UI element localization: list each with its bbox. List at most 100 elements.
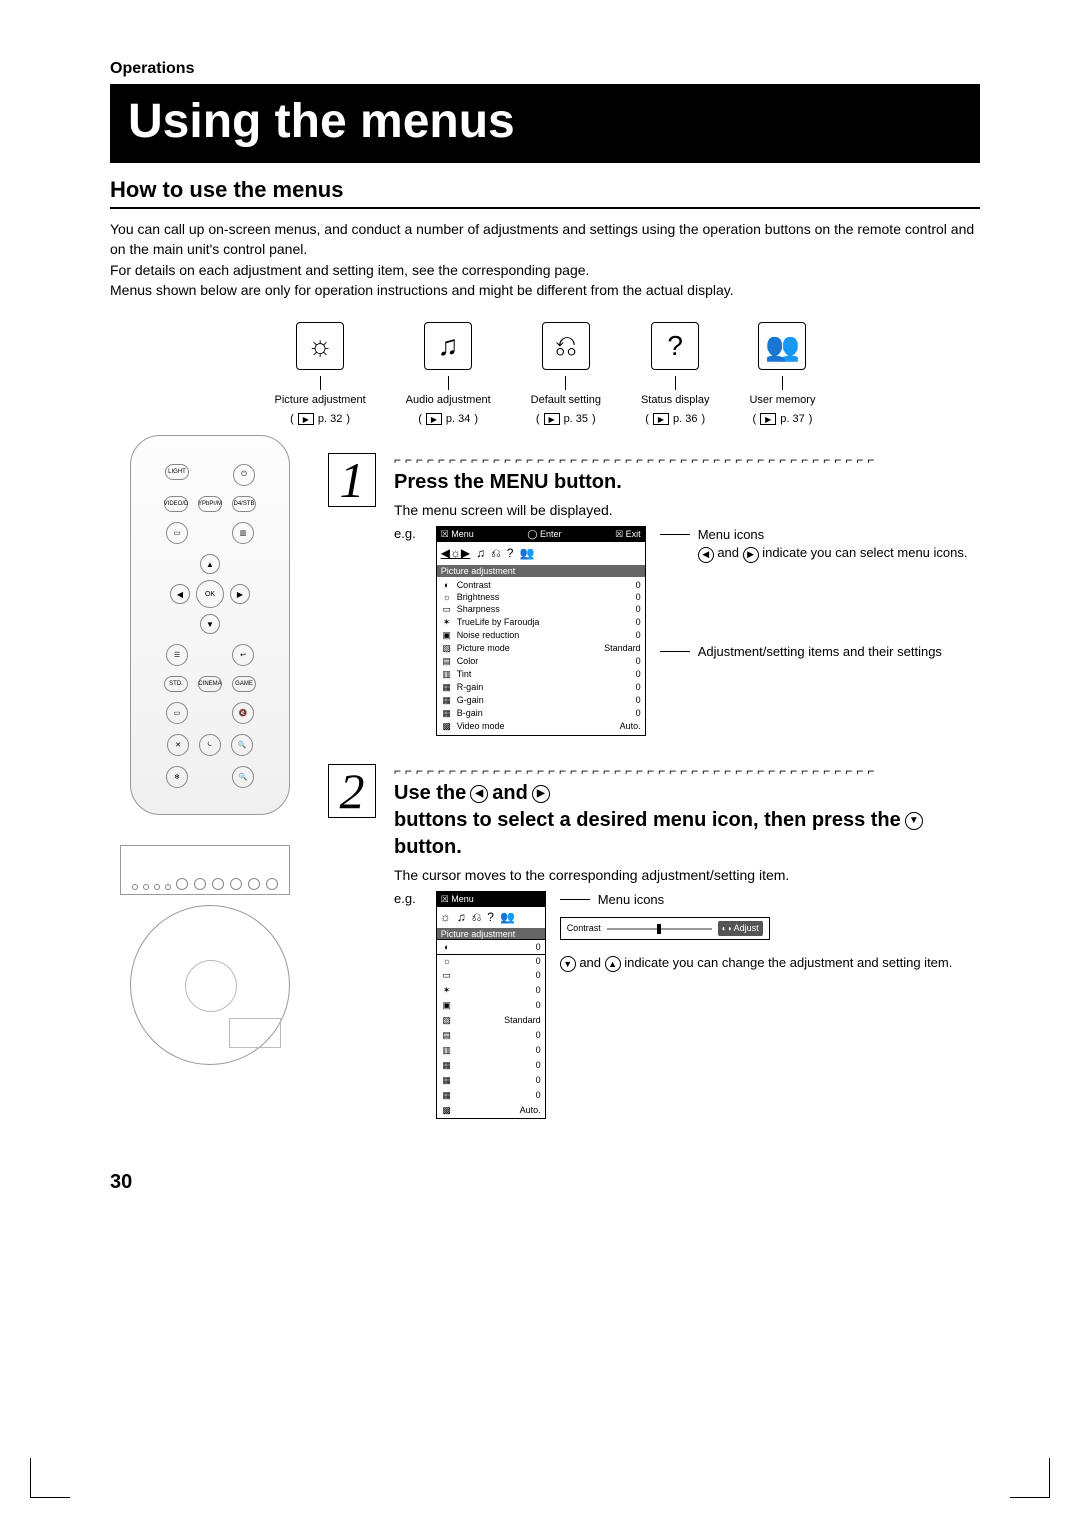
- category-label: User memory: [749, 394, 815, 406]
- menu-item-row: ▭0: [437, 968, 545, 983]
- up-arrow-icon: ▲: [605, 956, 621, 972]
- remote-menu-button: ☰: [166, 644, 188, 666]
- menu-item-row: ✶0: [437, 983, 545, 998]
- page-title: Using the menus: [128, 94, 962, 149]
- remote-ok-button: OK: [196, 580, 224, 608]
- contrast-label: Contrast: [567, 922, 601, 935]
- menu-item-row: ▧Standard: [437, 1013, 545, 1028]
- contrast-slider: [607, 928, 712, 930]
- title-bar: Using the menus: [110, 84, 980, 163]
- menu-head-exit: Exit: [615, 529, 641, 540]
- category-default: ⎌ Default setting ( p. 35): [531, 322, 601, 427]
- device-control-panel: [120, 845, 290, 895]
- status-icon: ?: [651, 322, 699, 370]
- menu-item-row: ☼0: [437, 954, 545, 968]
- menu-icons-row: ◀☼▶♫⎌?👥: [437, 542, 645, 565]
- remote-misc-button: ✕: [167, 734, 189, 756]
- category-label: Picture adjustment: [275, 394, 366, 406]
- step-title: Use the ◀ and ▶ buttons to select a desi…: [394, 782, 980, 859]
- step-desc: The menu screen will be displayed.: [394, 502, 980, 518]
- page-ref: ( p. 36): [645, 413, 705, 425]
- category-user: 👥 User memory ( p. 37): [749, 322, 815, 427]
- user-icon: 👥: [758, 322, 806, 370]
- menu-head-title: ☒ Menu: [441, 894, 474, 905]
- intro-line: For details on each adjustment and setti…: [110, 260, 980, 280]
- menu-item-row: ▤0: [437, 1028, 545, 1043]
- menu-item-row: ▥Tint0: [441, 668, 641, 681]
- remote-misc-button: 🔇: [232, 702, 254, 724]
- menu-categories-row: ☼ Picture adjustment ( p. 32) ♫ Audio ad…: [110, 322, 980, 427]
- hardware-column: LIGHT ⏻ VIDEO/D YPbPr/M D4/STB ▭ ▥: [110, 435, 310, 1147]
- page-ref: ( p. 32): [290, 413, 350, 425]
- menu-item-row: ◐Contrast0: [441, 579, 641, 591]
- right-arrow-icon: ▶: [532, 785, 550, 803]
- menu-item-row: ▦0: [437, 1088, 545, 1103]
- adjust-badge: Adjust: [718, 921, 763, 936]
- remote-misc-button: ⏾: [199, 734, 221, 756]
- step1-notes: Menu icons ◀ and ▶ indicate you can sele…: [660, 526, 968, 661]
- step-desc: The cursor moves to the corresponding ad…: [394, 867, 980, 883]
- subtitle-rule: [110, 207, 980, 209]
- right-arrow-icon: ▶: [743, 547, 759, 563]
- category-label: Audio adjustment: [406, 394, 491, 406]
- menu-item-row: ▦0: [437, 1058, 545, 1073]
- subtitle: How to use the menus: [110, 177, 980, 203]
- left-arrow-icon: ◀: [698, 547, 714, 563]
- crop-mark: [30, 1458, 70, 1498]
- page-number: 30: [110, 1171, 980, 1194]
- remote-cinema-button: CINEMA: [198, 676, 222, 692]
- remote-power-button: ⏻: [233, 464, 255, 486]
- remote-dpad: ▲ ▼ ◀ ▶ OK: [170, 554, 250, 634]
- remote-misc-button: ▥: [232, 522, 254, 544]
- device-disc: [130, 905, 290, 1065]
- step-1: 1 ⌐⌐⌐⌐⌐⌐⌐⌐⌐⌐⌐⌐⌐⌐⌐⌐⌐⌐⌐⌐⌐⌐⌐⌐⌐⌐⌐⌐⌐⌐⌐⌐⌐⌐⌐⌐⌐⌐…: [328, 453, 980, 736]
- step-number: 2: [328, 764, 376, 818]
- category-audio: ♫ Audio adjustment ( p. 34): [406, 322, 491, 427]
- note-adjustment-items: Adjustment/setting items and their setti…: [698, 643, 942, 661]
- menu-head-enter: Enter: [527, 529, 561, 540]
- menu-head-title: ☒ Menu: [441, 529, 474, 540]
- remote-misc-button: ▭: [166, 702, 188, 724]
- down-arrow-icon: ▼: [905, 812, 923, 830]
- remote-misc-button: ▭: [166, 522, 188, 544]
- menu-section-label: Picture adjustment: [437, 565, 645, 577]
- menu-item-row: ▧Picture modeStandard: [441, 642, 641, 655]
- menu-screenshot: ☒ Menu Enter Exit ◀☼▶♫⎌?👥 Picture adjust…: [436, 526, 646, 736]
- step2-notes: Menu icons Contrast Adjust ▼ and ▲: [560, 891, 953, 972]
- intro-text: You can call up on-screen menus, and con…: [110, 219, 980, 300]
- menu-item-row: ▣0: [437, 998, 545, 1013]
- menu-item-row: ☼Brightness0: [441, 591, 641, 603]
- remote-left-button: ◀: [170, 584, 190, 604]
- menu-item-row: ◐0: [437, 940, 545, 954]
- remote-down-button: ▼: [200, 614, 220, 634]
- note-menu-icons: Menu icons: [698, 527, 764, 542]
- menu-item-row: ▦G-gain0: [441, 694, 641, 707]
- menu-screenshot-compact: ☒ Menu ☼♫⎌?👥 Picture adjustment ◐0☼0▭0✶0…: [436, 891, 546, 1119]
- menu-item-row: ▤Color0: [441, 655, 641, 668]
- menu-item-row: ▣Noise reduction0: [441, 629, 641, 642]
- intro-line: Menus shown below are only for operation…: [110, 280, 980, 300]
- category-status: ? Status display ( p. 36): [641, 322, 709, 427]
- remote-misc-button: 🔍: [232, 766, 254, 788]
- category-picture: ☼ Picture adjustment ( p. 32): [275, 322, 366, 427]
- remote-d4-button: D4/STB: [232, 496, 256, 512]
- example-label: e.g.: [394, 891, 416, 906]
- remote-control-illustration: LIGHT ⏻ VIDEO/D YPbPr/M D4/STB ▭ ▥: [130, 435, 290, 815]
- step-number: 1: [328, 453, 376, 507]
- menu-section-label: Picture adjustment: [437, 928, 545, 940]
- menu-item-row: ▥0: [437, 1043, 545, 1058]
- crop-mark: [1010, 1458, 1050, 1498]
- menu-item-row: ▦B-gain0: [441, 707, 641, 720]
- decorative-dashes: ⌐⌐⌐⌐⌐⌐⌐⌐⌐⌐⌐⌐⌐⌐⌐⌐⌐⌐⌐⌐⌐⌐⌐⌐⌐⌐⌐⌐⌐⌐⌐⌐⌐⌐⌐⌐⌐⌐⌐⌐…: [394, 453, 980, 467]
- menu-item-row: ▦0: [437, 1073, 545, 1088]
- intro-line: You can call up on-screen menus, and con…: [110, 219, 980, 260]
- page-ref: ( p. 35): [536, 413, 596, 425]
- remote-right-button: ▶: [230, 584, 250, 604]
- remote-video-button: VIDEO/D: [164, 496, 188, 512]
- contrast-adjust-popup: Contrast Adjust: [560, 917, 770, 940]
- audio-icon: ♫: [424, 322, 472, 370]
- section-label: Operations: [110, 60, 980, 78]
- page-ref: ( p. 34): [418, 413, 478, 425]
- example-label: e.g.: [394, 526, 416, 541]
- decorative-dashes: ⌐⌐⌐⌐⌐⌐⌐⌐⌐⌐⌐⌐⌐⌐⌐⌐⌐⌐⌐⌐⌐⌐⌐⌐⌐⌐⌐⌐⌐⌐⌐⌐⌐⌐⌐⌐⌐⌐⌐⌐…: [394, 764, 980, 778]
